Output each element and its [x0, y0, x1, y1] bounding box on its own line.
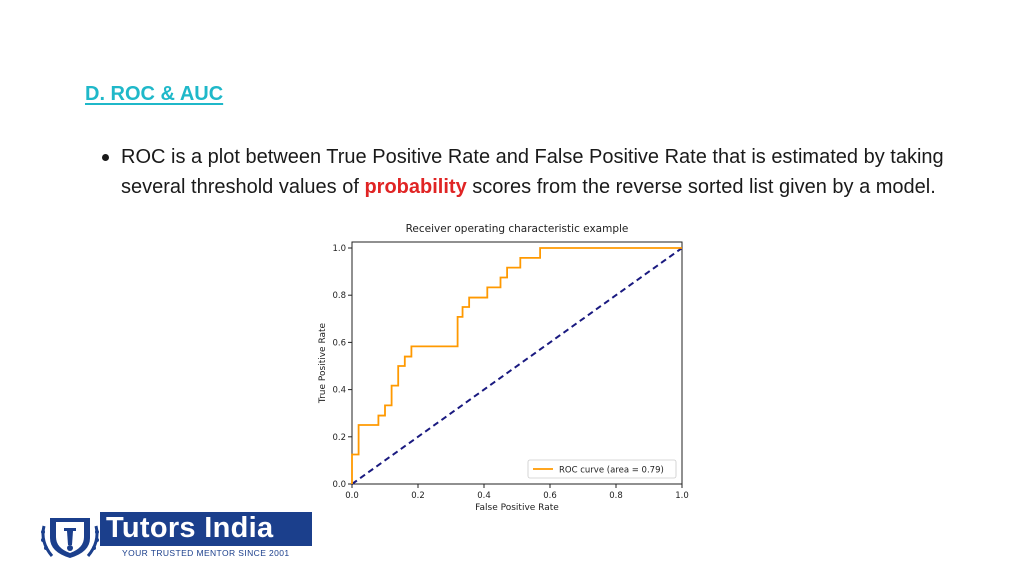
chart-title: Receiver operating characteristic exampl… — [406, 223, 629, 235]
laurel-emblem-icon — [41, 518, 99, 558]
bullet-text-end: scores from the reverse sorted list give… — [466, 176, 936, 198]
legend-label: ROC curve (area = 0.79) — [559, 466, 664, 476]
x-tick-label: 1.0 — [675, 491, 689, 501]
plot-frame — [351, 241, 683, 485]
chance-diagonal-line — [351, 247, 683, 485]
roc-chart: Receiver operating characteristic exampl… — [318, 223, 689, 513]
y-tick-label: 0.4 — [332, 386, 346, 396]
x-tick-label: 0.8 — [609, 491, 623, 501]
x-axis-label: False Positive Rate — [475, 503, 559, 513]
logo-name: Tutors India — [106, 512, 274, 544]
highlight-word: probability — [364, 176, 467, 198]
section-heading: D. ROC & AUC — [85, 83, 224, 105]
y-tick-label: 1.0 — [332, 244, 346, 254]
y-tick-label: 0.8 — [332, 291, 346, 301]
y-tick-label: 0.2 — [332, 433, 346, 443]
bullet-paragraph: ROC is a plot between True Positive Rate… — [102, 142, 961, 202]
y-axis-ticks: 0.0 0.2 0.4 0.6 0.8 1.0 — [332, 244, 352, 490]
y-tick-label: 0.0 — [332, 480, 346, 490]
y-tick-label: 0.6 — [332, 338, 346, 348]
y-axis-label: True Positive Rate — [318, 322, 328, 404]
tutors-india-logo: Tutors India YOUR TRUSTED MENTOR SINCE 2… — [38, 512, 312, 560]
logo-tagline: YOUR TRUSTED MENTOR SINCE 2001 — [122, 548, 290, 558]
roc-curve-line — [351, 247, 682, 484]
bullet-dot — [102, 154, 109, 161]
bullet-text-start: ROC is a plot between True Positive Rate… — [121, 146, 944, 198]
chart-legend: ROC curve (area = 0.79) — [527, 459, 677, 479]
x-tick-label: 0.6 — [543, 491, 557, 501]
x-tick-label: 0.4 — [477, 491, 491, 501]
x-axis-ticks: 0.0 0.2 0.4 0.6 0.8 1.0 — [345, 484, 689, 501]
legend-box — [527, 459, 677, 479]
logo-name-box: Tutors India — [100, 512, 312, 546]
x-tick-label: 0.2 — [411, 491, 425, 501]
x-tick-label: 0.0 — [345, 491, 359, 501]
